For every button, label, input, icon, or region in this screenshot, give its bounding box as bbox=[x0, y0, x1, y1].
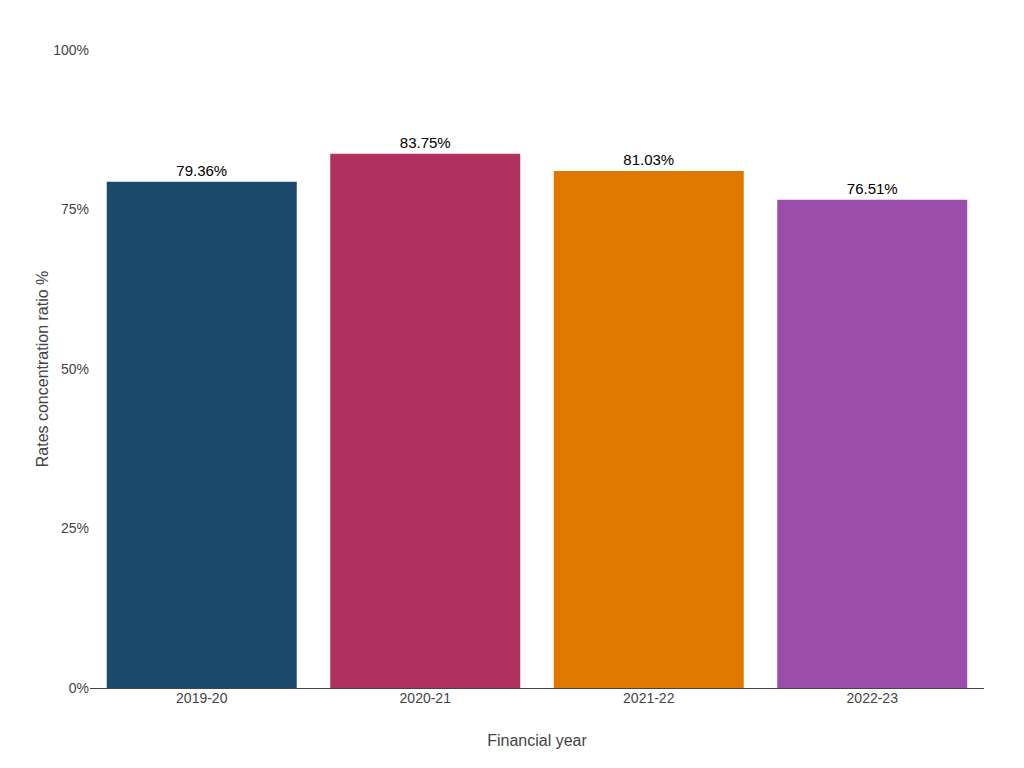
svg-text:76.51%: 76.51% bbox=[847, 180, 898, 197]
svg-text:Financial year: Financial year bbox=[487, 732, 587, 749]
svg-text:50%: 50% bbox=[61, 361, 89, 377]
svg-text:79.36%: 79.36% bbox=[176, 162, 227, 179]
svg-text:83.75%: 83.75% bbox=[400, 134, 451, 151]
svg-text:2019-20: 2019-20 bbox=[176, 690, 228, 706]
svg-text:0%: 0% bbox=[69, 680, 89, 696]
svg-text:81.03%: 81.03% bbox=[623, 151, 674, 168]
svg-text:Rates concentration ratio %: Rates concentration ratio % bbox=[34, 271, 51, 468]
svg-text:2021-22: 2021-22 bbox=[623, 690, 675, 706]
svg-text:100%: 100% bbox=[53, 42, 89, 58]
svg-text:2022-23: 2022-23 bbox=[847, 690, 899, 706]
svg-text:25%: 25% bbox=[61, 520, 89, 536]
svg-text:2020-21: 2020-21 bbox=[400, 690, 452, 706]
svg-text:75%: 75% bbox=[61, 201, 89, 217]
